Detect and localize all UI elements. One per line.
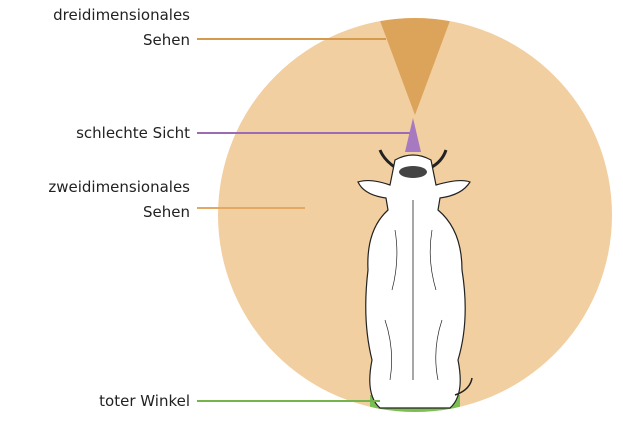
label-text: zweidimensionales xyxy=(48,178,190,196)
label-text: toter Winkel xyxy=(99,392,190,410)
label-text: schlechte Sicht xyxy=(76,124,190,142)
label-text: dreidimensionales xyxy=(53,6,190,24)
vision-diagram: dreidimensionales Sehen schlechte Sicht … xyxy=(0,0,623,418)
cow xyxy=(358,150,472,408)
label-text: Sehen xyxy=(143,31,190,49)
label-text: Sehen xyxy=(143,203,190,221)
